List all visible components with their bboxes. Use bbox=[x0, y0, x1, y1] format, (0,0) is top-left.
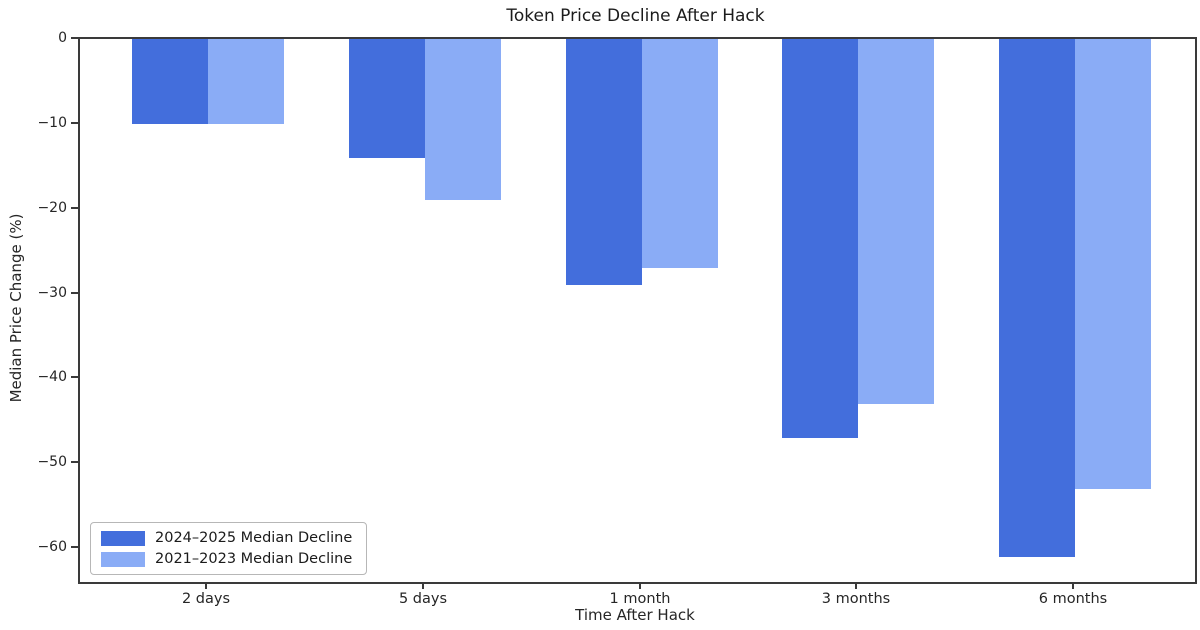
x-tick-label-5-days: 5 days bbox=[398, 591, 448, 607]
bar-series2-1-month bbox=[642, 39, 718, 268]
x-tick-mark bbox=[422, 582, 424, 589]
x-tick-mark bbox=[205, 582, 207, 589]
x-tick-mark bbox=[855, 582, 857, 589]
y-tick-mark bbox=[71, 376, 78, 378]
legend-swatch-series2 bbox=[101, 551, 145, 567]
bar-series1-1-month bbox=[566, 39, 642, 285]
x-tick-label-6-months: 6 months bbox=[1038, 591, 1108, 607]
y-tick-label: −50 bbox=[37, 454, 67, 470]
x-tick-mark bbox=[1072, 582, 1074, 589]
legend-label-series1: 2024–2025 Median Decline bbox=[155, 530, 353, 546]
bar-series1-5-days bbox=[349, 39, 425, 158]
y-tick-mark bbox=[71, 207, 78, 209]
bar-series1-6-months bbox=[999, 39, 1075, 557]
bar-series1-3-months bbox=[782, 39, 858, 438]
y-tick-label: −40 bbox=[37, 369, 67, 385]
x-tick-label-3-months: 3 months bbox=[821, 591, 891, 607]
legend-entry-series1: 2024–2025 Median Decline bbox=[101, 530, 352, 546]
chart-title: Token Price Decline After Hack bbox=[506, 6, 765, 26]
plot-area bbox=[78, 37, 1197, 584]
y-tick-label: −30 bbox=[37, 285, 67, 301]
y-tick-label: −10 bbox=[37, 115, 67, 131]
y-tick-mark bbox=[71, 292, 78, 294]
y-tick-label: 0 bbox=[58, 30, 67, 46]
y-tick-mark bbox=[71, 122, 78, 124]
x-tick-mark bbox=[639, 582, 641, 589]
y-tick-mark bbox=[71, 546, 78, 548]
y-tick-mark bbox=[71, 37, 78, 39]
bar-series2-2-days bbox=[208, 39, 284, 124]
y-tick-label: −60 bbox=[37, 539, 67, 555]
x-axis-label: Time After Hack bbox=[575, 606, 695, 624]
y-tick-label: −20 bbox=[37, 200, 67, 216]
bar-series1-2-days bbox=[132, 39, 208, 124]
bar-series2-6-months bbox=[1075, 39, 1151, 489]
legend-entry-series2: 2021–2023 Median Decline bbox=[101, 551, 352, 567]
bar-series2-3-months bbox=[858, 39, 934, 404]
x-tick-label-1-month: 1 month bbox=[609, 591, 671, 607]
legend-swatch-series1 bbox=[101, 530, 145, 546]
legend-label-series2: 2021–2023 Median Decline bbox=[155, 551, 353, 567]
legend: 2024–2025 Median Decline 2021–2023 Median… bbox=[90, 522, 368, 575]
bar-series2-5-days bbox=[425, 39, 501, 200]
y-tick-mark bbox=[71, 461, 78, 463]
x-tick-label-2-days: 2 days bbox=[181, 591, 231, 607]
